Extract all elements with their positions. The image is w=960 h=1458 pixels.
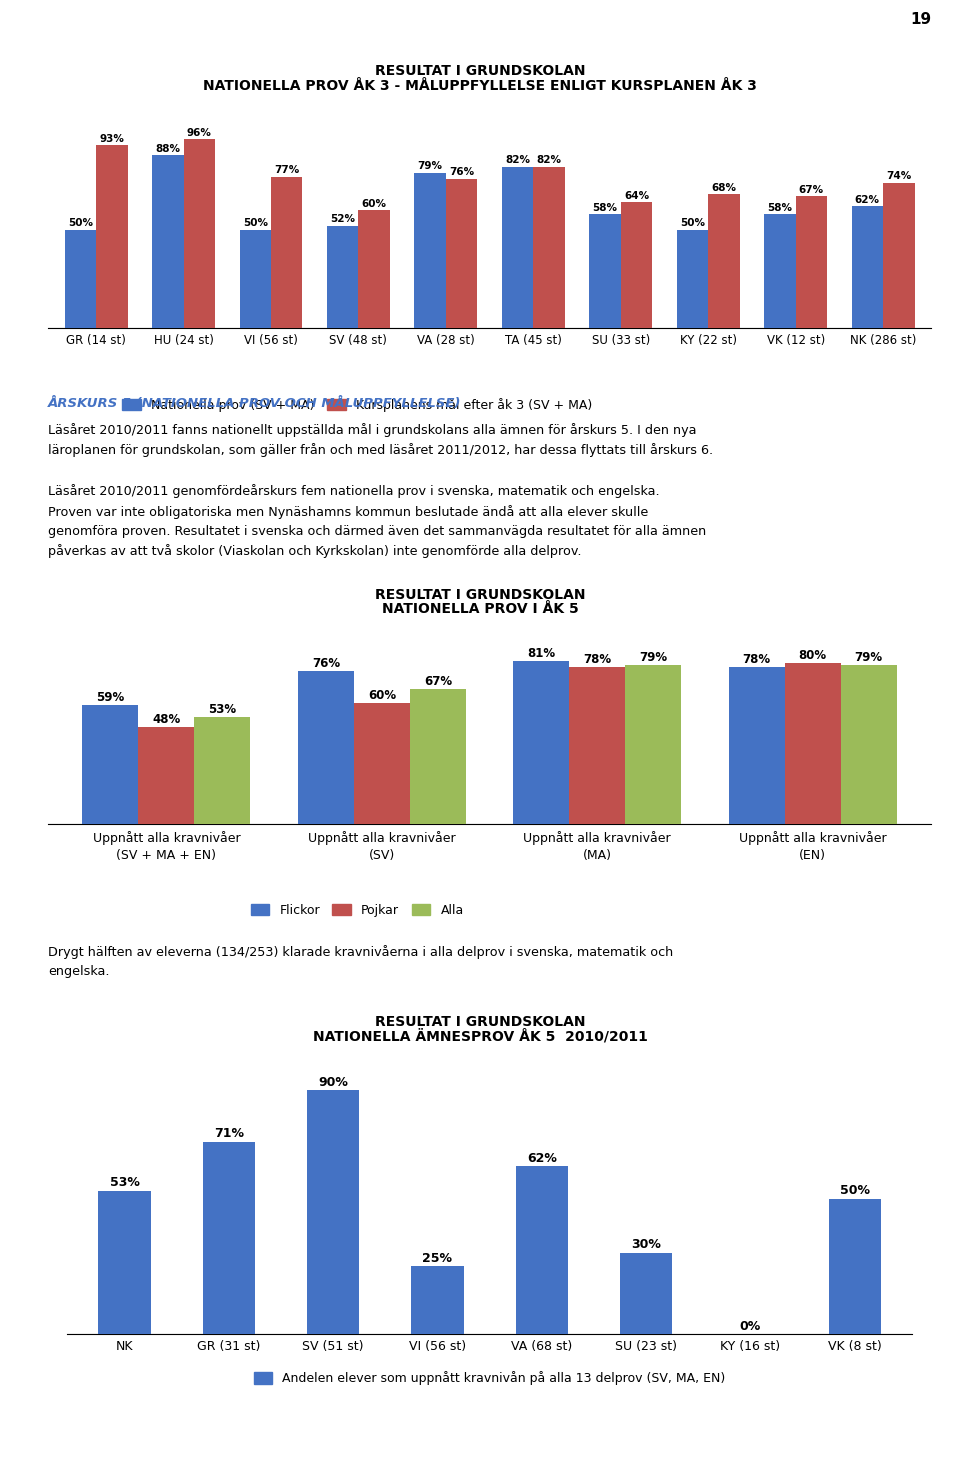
Text: 93%: 93% (100, 134, 124, 144)
Bar (796, 197, 828, 328)
Bar (195, 717, 251, 824)
Text: Läsåret 2010/2011 genomfördeårskurs fem nationella prov i svenska, matematik och: Läsåret 2010/2011 genomfördeårskurs fem … (48, 484, 707, 558)
Text: 74%: 74% (886, 171, 911, 181)
Bar (729, 666, 784, 824)
Text: 79%: 79% (418, 162, 443, 171)
Text: 80%: 80% (799, 649, 827, 662)
Text: 52%: 52% (330, 214, 355, 225)
Text: RESULTAT I GRUNDSKOLAN: RESULTAT I GRUNDSKOLAN (374, 1015, 586, 1029)
Bar (138, 728, 195, 824)
Text: 30%: 30% (631, 1238, 661, 1251)
Bar (534, 166, 564, 328)
Legend: Nationella prov (SV + MA), Kursplanens mål efter åk 3 (SV + MA): Nationella prov (SV + MA), Kursplanens m… (117, 392, 597, 417)
Text: 50%: 50% (68, 219, 93, 229)
Bar (203, 1142, 255, 1334)
Bar (784, 663, 841, 824)
Bar (883, 182, 915, 328)
Text: 19: 19 (910, 12, 931, 26)
Text: 76%: 76% (312, 658, 340, 669)
Bar (841, 665, 897, 824)
Bar (764, 214, 796, 328)
Text: NATIONELLA ÄMNESPROV ÅK 5  2010/2011: NATIONELLA ÄMNESPROV ÅK 5 2010/2011 (313, 1029, 647, 1044)
Text: 77%: 77% (275, 165, 300, 175)
Text: 0%: 0% (740, 1319, 761, 1333)
Text: 60%: 60% (362, 198, 387, 208)
Legend: Flickor, Pojkar, Alla: Flickor, Pojkar, Alla (246, 900, 468, 921)
Bar (514, 660, 569, 824)
Text: Läsåret 2010/2011 fanns nationellt uppställda mål i grundskolans alla ämnen för : Läsåret 2010/2011 fanns nationellt uppst… (48, 423, 713, 458)
Text: 53%: 53% (208, 703, 236, 716)
Bar (677, 230, 708, 328)
Bar (502, 166, 534, 328)
Bar (445, 179, 477, 328)
Text: 58%: 58% (592, 203, 617, 213)
Bar (569, 666, 625, 824)
Text: 79%: 79% (854, 650, 883, 663)
Text: 59%: 59% (96, 691, 125, 704)
Bar (99, 1191, 151, 1334)
Text: RESULTAT I GRUNDSKOLAN: RESULTAT I GRUNDSKOLAN (374, 64, 586, 79)
Bar (620, 1252, 672, 1334)
Text: Drygt hälften av eleverna (134/253) klarade kravnivåerna i alla delprov i svensk: Drygt hälften av eleverna (134/253) klar… (48, 945, 673, 978)
Text: 64%: 64% (624, 191, 649, 201)
Text: 25%: 25% (422, 1252, 452, 1266)
Bar (828, 1198, 880, 1334)
Bar (239, 230, 271, 328)
Text: 71%: 71% (214, 1127, 244, 1140)
Bar (516, 1166, 567, 1334)
Text: 62%: 62% (854, 194, 880, 204)
Text: 62%: 62% (527, 1152, 557, 1165)
Bar (415, 174, 445, 328)
Bar (307, 1091, 359, 1334)
Bar (625, 665, 682, 824)
Text: 90%: 90% (318, 1076, 348, 1089)
Bar (271, 176, 302, 328)
Bar (83, 706, 138, 824)
Bar (354, 703, 410, 824)
Text: 82%: 82% (537, 156, 562, 165)
Text: 96%: 96% (187, 128, 212, 139)
Text: 79%: 79% (639, 650, 667, 663)
Text: 67%: 67% (423, 675, 452, 688)
Text: 58%: 58% (767, 203, 792, 213)
Bar (852, 206, 883, 328)
Text: 68%: 68% (711, 182, 736, 192)
Text: 76%: 76% (449, 168, 474, 176)
Text: 82%: 82% (505, 156, 530, 165)
Text: 78%: 78% (743, 653, 771, 666)
Bar (152, 155, 183, 328)
Text: NATIONELLA PROV I ÅK 5: NATIONELLA PROV I ÅK 5 (382, 602, 578, 617)
Text: 60%: 60% (368, 690, 396, 703)
Text: RESULTAT I GRUNDSKOLAN: RESULTAT I GRUNDSKOLAN (374, 588, 586, 602)
Bar (183, 140, 215, 328)
Text: 50%: 50% (840, 1184, 870, 1197)
Bar (410, 690, 466, 824)
Text: 50%: 50% (243, 219, 268, 229)
Bar (708, 194, 740, 328)
Text: 67%: 67% (799, 185, 824, 195)
Text: ÅRSKURS 5 (NATIONELLA PROV OCH MÅLUPPFYLLELSE): ÅRSKURS 5 (NATIONELLA PROV OCH MÅLUPPFYL… (48, 397, 462, 410)
Text: 48%: 48% (153, 713, 180, 726)
Bar (589, 214, 621, 328)
Bar (621, 203, 652, 328)
Text: NATIONELLA PROV ÅK 3 - MÅLUPPFYLLELSE ENLIGT KURSPLANEN ÅK 3: NATIONELLA PROV ÅK 3 - MÅLUPPFYLLELSE EN… (204, 79, 756, 93)
Text: 78%: 78% (584, 653, 612, 666)
Text: 53%: 53% (109, 1177, 139, 1190)
Bar (358, 210, 390, 328)
Bar (327, 226, 358, 328)
Bar (96, 146, 128, 328)
Text: 88%: 88% (156, 143, 180, 153)
Text: 50%: 50% (680, 219, 705, 229)
Bar (64, 230, 96, 328)
Bar (298, 671, 354, 824)
Legend: Andelen elever som uppnått kravnivån på alla 13 delprov (SV, MA, EN): Andelen elever som uppnått kravnivån på … (249, 1366, 731, 1391)
Bar (412, 1267, 464, 1334)
Text: 81%: 81% (527, 647, 556, 660)
